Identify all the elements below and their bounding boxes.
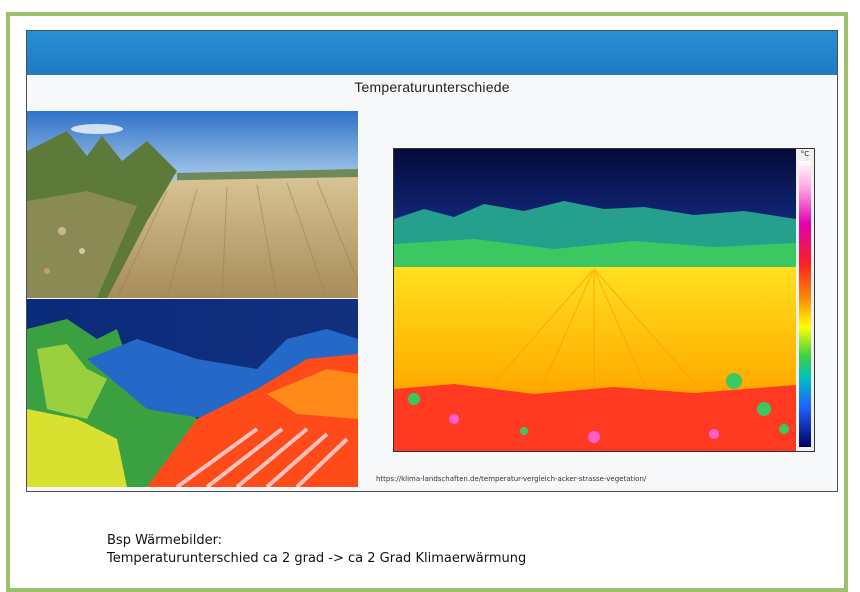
caption-line-2: Temperaturunterschied ca 2 grad -> ca 2 …: [107, 551, 527, 566]
slide-image: Temperaturunterschiede: [26, 30, 838, 492]
thermal-image-large: °C: [393, 148, 815, 452]
source-url: https://klima-landschaften.de/temperatur…: [376, 475, 647, 483]
caption: Bsp Wärmebilder: Temperaturunterschied c…: [107, 532, 526, 568]
temperature-scale: °C: [796, 149, 814, 451]
slide-title: Temperaturunterschiede: [354, 79, 510, 95]
thermal-image-small: [27, 299, 358, 487]
slide-header-banner: [27, 31, 837, 75]
color-scale-bar: [799, 161, 811, 447]
field-photo: [27, 111, 358, 298]
scale-unit-label: °C: [800, 150, 810, 158]
caption-line-1: Bsp Wärmebilder:: [107, 533, 223, 548]
